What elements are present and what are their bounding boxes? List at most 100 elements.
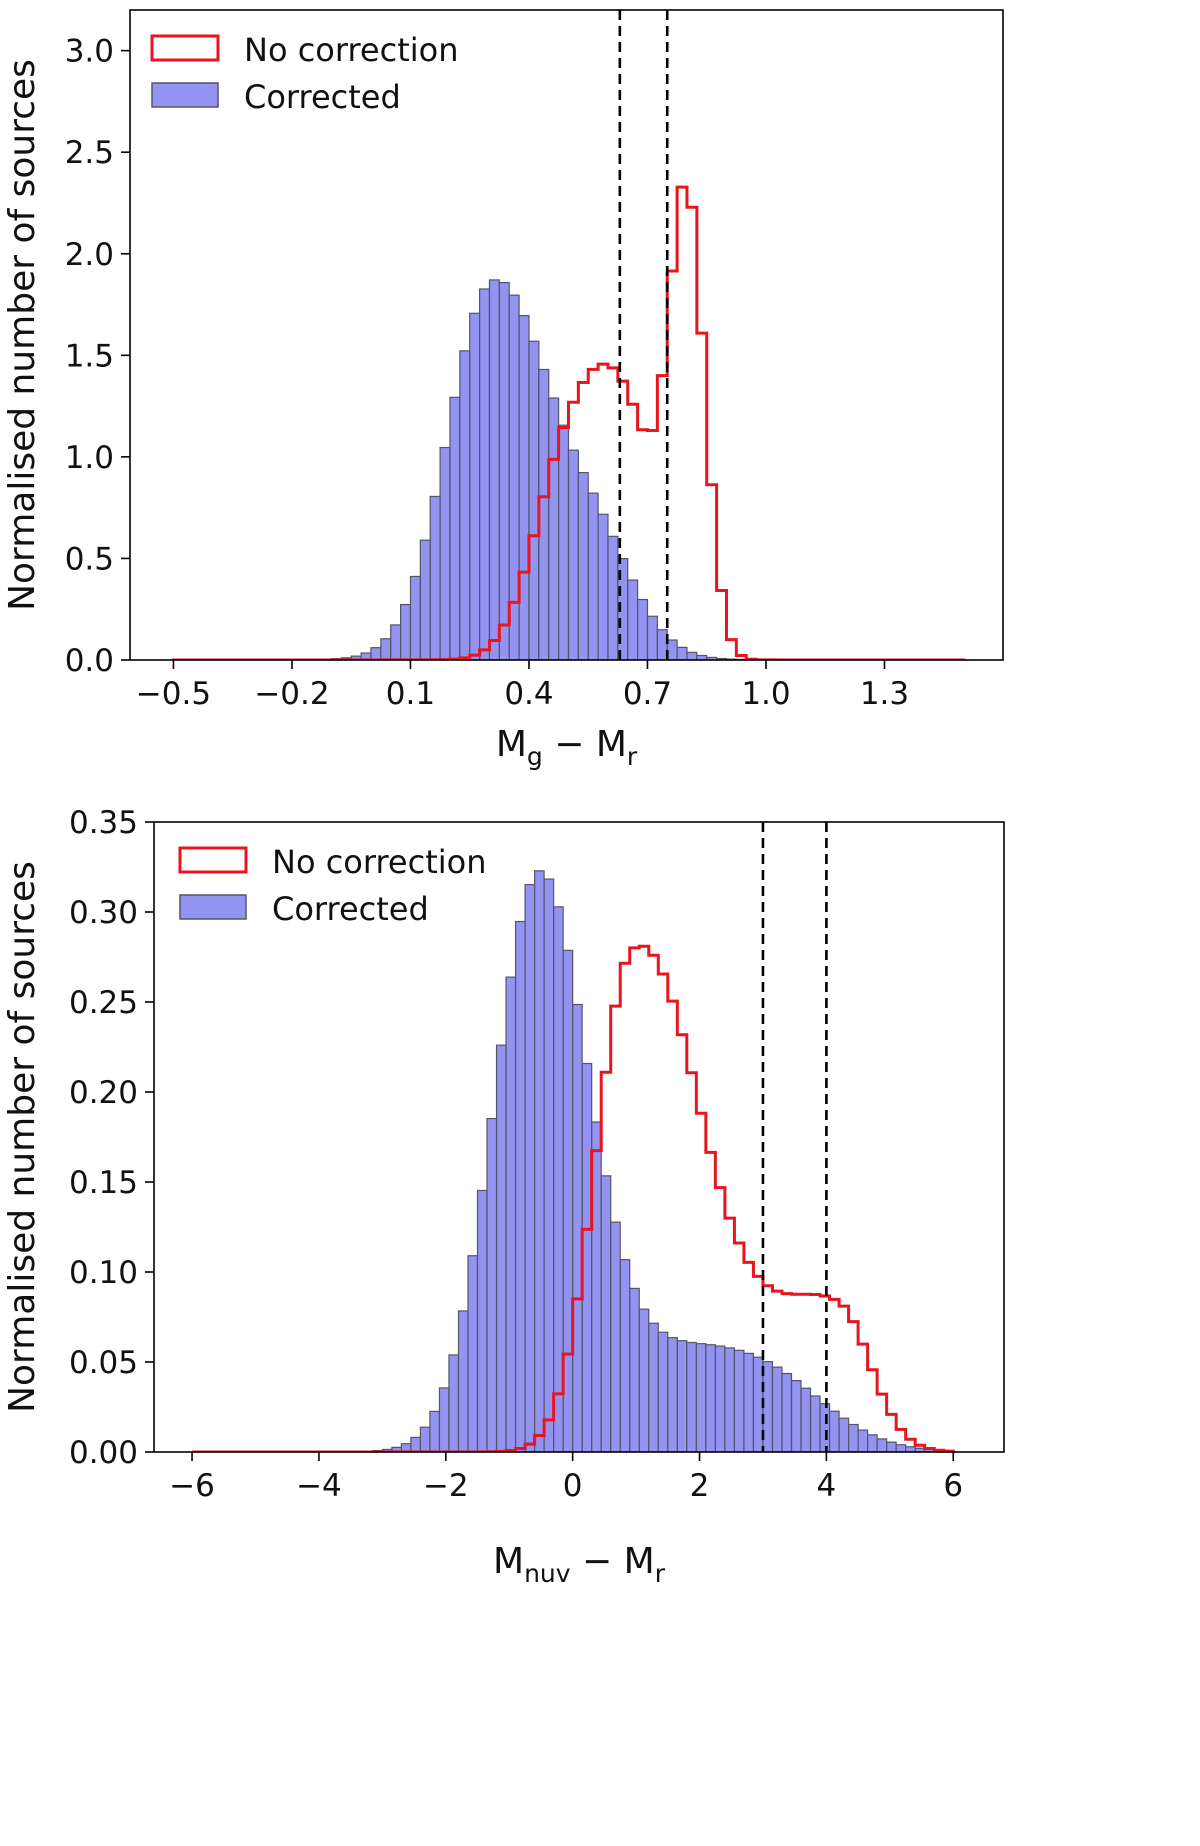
- corrected-bar: [648, 1322, 659, 1452]
- corrected-bar: [518, 314, 530, 660]
- corrected-bar: [646, 615, 658, 660]
- panel-top-gr-histogram: −0.5 −0.2 0.1 0.4 0.7 1.0 1.3 0.0 0.5 1.0 1.5 2.0 2.…: [2, 9, 1004, 771]
- legend-label-corrected: Corrected: [244, 78, 401, 116]
- corrected-bar: [524, 884, 536, 1452]
- corrected-bar: [667, 1337, 678, 1452]
- corrected-bar: [459, 350, 471, 660]
- corrected-bar: [439, 446, 451, 660]
- corrected-bar: [600, 1175, 612, 1452]
- corrected-histogram: [172, 279, 965, 660]
- x-tick-label: 2: [690, 1468, 710, 1504]
- x-tick-label: 1.0: [741, 676, 790, 712]
- x-axis-label: Mnuv − Mr: [493, 1541, 666, 1588]
- corrected-bar: [505, 976, 517, 1452]
- corrected-bar: [514, 920, 526, 1452]
- axes-frame: [153, 821, 1005, 1453]
- corrected-bar: [486, 1117, 498, 1452]
- corrected-bar: [476, 1189, 488, 1452]
- corrected-bar: [419, 539, 431, 660]
- corrected-bar: [607, 535, 619, 660]
- x-tick-label: −0.2: [254, 676, 329, 712]
- y-tick-label: 0.20: [69, 1075, 138, 1111]
- plot-area: [191, 822, 955, 1452]
- legend-swatch-no-correction: [150, 34, 220, 62]
- y-tick-label: 2.5: [65, 135, 114, 171]
- y-axis-label: Normalised number of sources: [2, 59, 43, 611]
- corrected-bar: [457, 1310, 469, 1452]
- x-tick-label: −0.5: [136, 676, 211, 712]
- corrected-bar: [724, 1347, 736, 1452]
- corrected-bar: [478, 288, 491, 660]
- y-tick-label: 3.0: [65, 34, 114, 70]
- corrected-bar: [390, 624, 402, 660]
- x-tick-label: 1.3: [860, 676, 909, 712]
- corrected-bar: [876, 1438, 888, 1452]
- corrected-bar: [838, 1417, 850, 1452]
- x-tick-label: −4: [296, 1468, 342, 1504]
- legend-swatch-no-correction: [178, 846, 248, 874]
- corrected-bar: [771, 1366, 783, 1452]
- corrected-bar: [429, 1410, 441, 1452]
- x-tick-label: 0.1: [386, 676, 435, 712]
- x-tick-label: −2: [423, 1468, 469, 1504]
- corrected-bar: [567, 449, 579, 660]
- corrected-bar: [419, 1426, 431, 1452]
- legend-swatch-corrected: [179, 894, 247, 920]
- x-tick-label: −6: [169, 1468, 215, 1504]
- legend: No correction Corrected: [178, 843, 486, 928]
- corrected-bar: [857, 1429, 869, 1452]
- corrected-bar: [695, 1343, 707, 1452]
- corrected-bar: [733, 1349, 745, 1452]
- panel-bottom-nuvr-histogram: −6 −4 −2 0 2 4 6 0.00 0.05 0.10 0.15 0.20 0.25 0.30 0.…: [2, 805, 1005, 1588]
- y-tick-label: 0.5: [65, 541, 114, 577]
- corrected-bar: [629, 1287, 640, 1452]
- corrected-bar: [781, 1372, 793, 1452]
- corrected-bar: [448, 1354, 460, 1452]
- x-tick-label: 4: [817, 1468, 837, 1504]
- y-axis-label: Normalised number of sources: [2, 861, 43, 1413]
- corrected-bar: [410, 1436, 422, 1452]
- y-tick-label: 0.25: [69, 985, 138, 1021]
- corrected-bar: [637, 598, 649, 660]
- corrected-bar: [886, 1441, 897, 1452]
- corrected-histogram: [191, 870, 954, 1452]
- corrected-bar: [819, 1403, 831, 1452]
- corrected-bar: [800, 1387, 812, 1452]
- y-tick-label: 0.00: [69, 1435, 138, 1471]
- corrected-bar: [752, 1356, 764, 1452]
- corrected-bar: [828, 1410, 840, 1452]
- corrected-bar: [676, 646, 688, 660]
- x-tick-label: 0.7: [623, 676, 672, 712]
- legend-swatch-corrected: [151, 82, 219, 108]
- corrected-bar: [638, 1308, 650, 1452]
- x-tick-label: 6: [943, 1468, 963, 1504]
- corrected-bar: [686, 651, 698, 660]
- corrected-bar: [895, 1444, 907, 1452]
- corrected-bar: [847, 1423, 859, 1452]
- corrected-bar: [469, 312, 481, 660]
- corrected-bar: [627, 579, 639, 660]
- corrected-bar: [676, 1340, 688, 1452]
- corrected-bar: [666, 639, 678, 660]
- legend: No correction Corrected: [150, 31, 458, 116]
- corrected-bar: [610, 1221, 621, 1452]
- corrected-bar: [657, 1331, 669, 1452]
- corrected-bar: [619, 1259, 631, 1452]
- corrected-bar: [743, 1352, 755, 1452]
- corrected-bar: [762, 1361, 774, 1452]
- y-tick-label: 0.15: [69, 1165, 138, 1201]
- axes-frame: [129, 9, 1004, 661]
- corrected-bar: [449, 396, 461, 660]
- corrected-bar: [809, 1395, 821, 1452]
- corrected-bar: [656, 629, 668, 660]
- x-tick-label: 0.4: [504, 676, 553, 712]
- legend-label-corrected: Corrected: [272, 890, 429, 928]
- corrected-bar: [438, 1387, 450, 1452]
- x-axis-label: Mg − Mr: [496, 724, 638, 771]
- legend-label-no-correction: No correction: [244, 31, 458, 69]
- corrected-bar: [488, 279, 500, 660]
- y-tick-label: 0.30: [69, 895, 138, 931]
- corrected-bar: [533, 870, 545, 1452]
- x-tick-label: 0: [563, 1468, 583, 1504]
- legend-label-no-correction: No correction: [272, 843, 486, 881]
